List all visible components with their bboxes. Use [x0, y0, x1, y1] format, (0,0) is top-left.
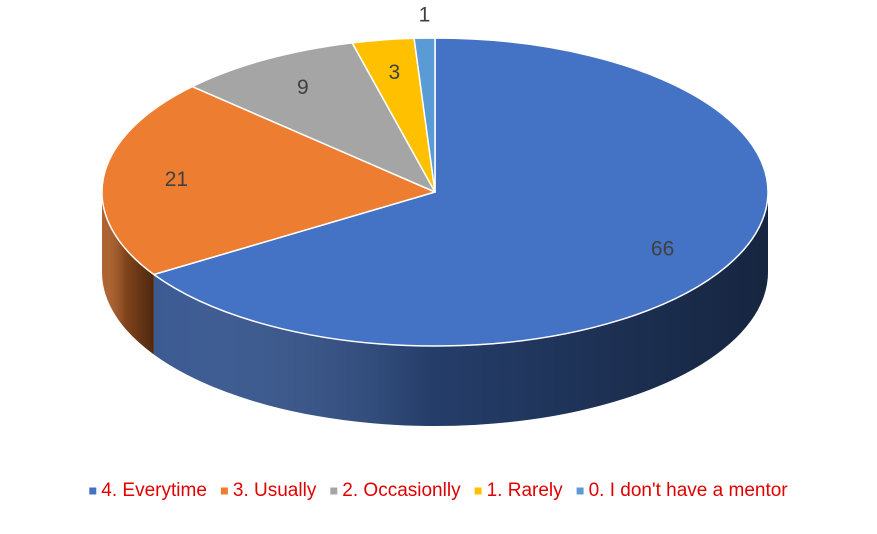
slice-4-everytime [153, 37, 769, 347]
data-label-0-i-don-t-have-a-mentor: 1 [419, 4, 431, 27]
legend-item-4-everytime: 4. Everytime [89, 480, 207, 501]
slice-3-usually [101, 85, 436, 276]
side-wall-3-usually [102, 192, 154, 355]
legend-marker-4-everytime [89, 487, 97, 495]
legend-label-1-rarely: 1. Rarely [487, 480, 564, 501]
slice-2-occasionlly [191, 42, 436, 193]
legend-item-3-usually: 3. Usually [220, 480, 317, 501]
legend-item-2-occasionlly: 2. Occasionlly [330, 480, 461, 501]
legend-marker-1-rarely [474, 487, 482, 495]
data-label-4-everytime: 66 [651, 237, 674, 260]
data-labels: 66 21 9 3 1 [165, 4, 675, 261]
pie-slices [101, 37, 769, 347]
data-label-2-occasionlly: 9 [297, 76, 309, 99]
legend-marker-2-occasionlly [330, 487, 338, 495]
legend-label-2-occasionlly: 2. Occasionlly [342, 480, 461, 501]
data-label-1-rarely: 3 [389, 61, 401, 84]
legend-marker-0-i-don-t-have-a-mentor [576, 487, 584, 495]
legend-item-1-rarely: 1. Rarely [474, 480, 564, 501]
legend-label-4-everytime: 4. Everytime [101, 480, 207, 501]
pie-side-walls [102, 192, 768, 426]
slice-0-i-don-t-have-a-mentor [413, 37, 436, 193]
data-label-3-usually: 21 [165, 168, 188, 191]
legend-label-3-usually: 3. Usually [233, 480, 317, 501]
legend-label-0-i-don-t-have-a-mentor: 0. I don't have a mentor [589, 480, 789, 501]
legend-marker-3-usually [220, 487, 228, 495]
side-wall-4-everytime [153, 192, 768, 426]
legend-item-0-i-don-t-have-a-mentor: 0. I don't have a mentor [576, 480, 789, 501]
legend: 4. Everytime 3. Usually 2. Occasionlly 1. R… [89, 480, 788, 501]
